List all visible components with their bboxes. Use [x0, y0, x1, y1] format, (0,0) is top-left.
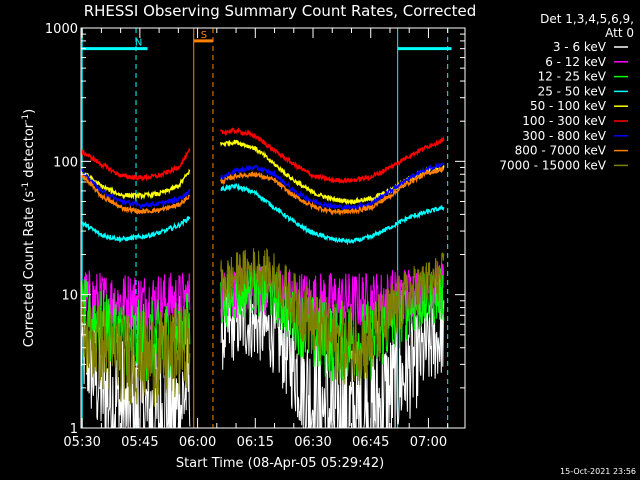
series-line-6-segment-1	[80, 147, 191, 183]
series-line-7-segment-2	[220, 161, 445, 211]
y-axis: 1 10 100 1000	[45, 22, 465, 437]
legend-label-1: 3 - 6 keV	[553, 40, 607, 54]
series-layer	[80, 127, 445, 429]
y-label-sup-1: -1	[21, 182, 31, 191]
series-line-5-segment-2	[220, 139, 445, 206]
annotation-layer: NS	[81, 28, 452, 428]
y-label-part-3: )	[22, 109, 37, 114]
series-line-1-segment-2	[220, 290, 445, 429]
series-line-6-segment-2	[220, 127, 445, 184]
saa-bar-label-3: S	[201, 30, 207, 41]
legend-label-7: 300 - 800 keV	[522, 129, 606, 143]
series-line-9-segment-2	[220, 247, 445, 388]
x-tick-label-5: 06:30	[294, 435, 331, 450]
legend-label-4: 25 - 50 keV	[538, 84, 607, 98]
y-label-part-2: detector	[22, 122, 37, 182]
series-line-8-segment-2	[220, 166, 445, 216]
series-line-7-segment-1	[80, 167, 191, 211]
x-tick-label-7: 07:00	[410, 435, 447, 450]
night-bar-label-1: N	[135, 38, 142, 49]
legend-label-3: 12 - 25 keV	[538, 70, 607, 84]
legend-label-2: 6 - 12 keV	[545, 55, 607, 69]
legend-label-8: 800 - 7000 keV	[515, 144, 607, 158]
x-tick-label-6: 06:45	[352, 435, 389, 450]
x-tick-label-2: 05:45	[121, 435, 158, 450]
x-tick-label-4: 06:15	[237, 435, 274, 450]
series-line-8-segment-1	[80, 173, 191, 215]
y-tick-label-1: 1	[70, 422, 78, 437]
y-label-sup-2: -1	[21, 114, 31, 123]
plot-frame	[80, 27, 466, 429]
x-axis: 05:30 05:45 06:00 06:15 06:30 06:45 07:00	[63, 28, 449, 450]
y-tick-label-4: 1000	[45, 22, 78, 37]
x-tick-label-1: 05:30	[63, 435, 100, 450]
legend-label-5: 50 - 100 keV	[530, 99, 607, 113]
legend-label-9: 7000 - 15000 keV	[499, 158, 606, 172]
y-axis-label: Corrected Count Rate (s-1 detector-1)	[21, 109, 37, 347]
series-line-4-segment-1	[80, 216, 191, 243]
y-label-part-1: Corrected Count Rate (s	[22, 191, 37, 348]
series-line-9-segment-1	[80, 302, 191, 407]
legend-label-6: 100 - 300 keV	[522, 114, 606, 128]
legend-header-line-2: Att 0	[605, 26, 634, 40]
timestamp: 15-Oct-2021 23:56	[560, 467, 636, 476]
y-tick-label-3: 100	[53, 155, 78, 170]
x-axis-label: Start Time (08-Apr-05 05:29:42)	[176, 456, 384, 471]
y-tick-label-2: 10	[61, 289, 78, 304]
chart-title: RHESSI Observing Summary Count Rates, Co…	[84, 2, 477, 20]
x-tick-label-3: 06:00	[179, 435, 216, 450]
series-line-5-segment-1	[80, 168, 191, 201]
series-line-4-segment-2	[220, 182, 445, 246]
legend-header-line-1: Det 1,3,4,5,6,9,	[540, 12, 634, 26]
